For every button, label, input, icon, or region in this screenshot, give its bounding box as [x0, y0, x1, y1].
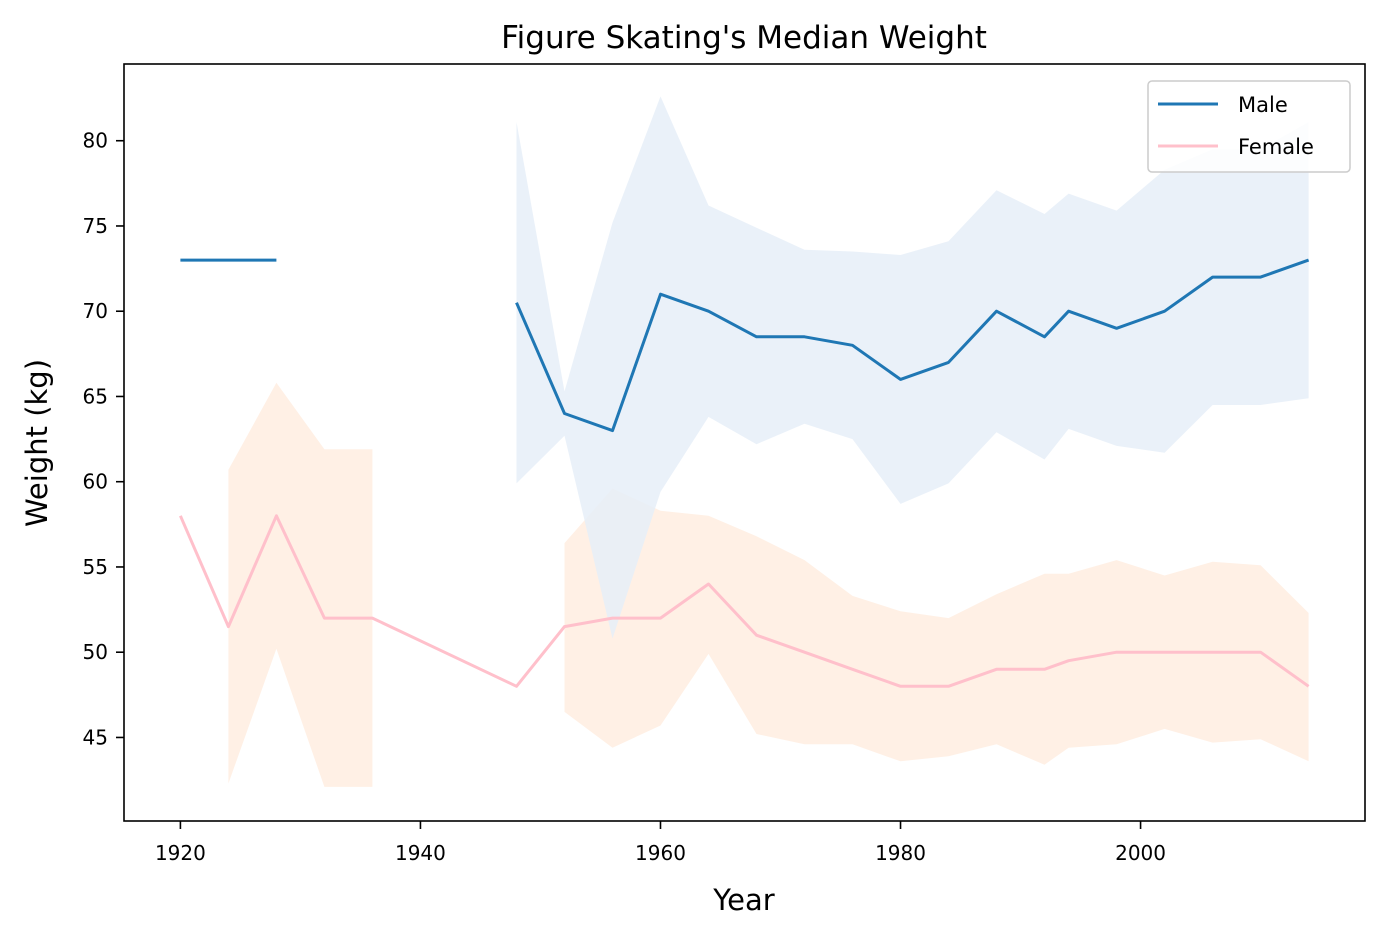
x-tick-label: 1980 — [875, 841, 926, 865]
x-tick-label: 1920 — [155, 841, 206, 865]
y-tick-label: 65 — [83, 384, 108, 408]
series-lines — [179, 258, 1310, 688]
y-tick-label: 70 — [83, 299, 108, 323]
male-line-segment-2 — [515, 258, 1310, 433]
x-tick-label: 1940 — [395, 841, 446, 865]
x-axis-label: Year — [712, 883, 774, 917]
legend-label-female: Female — [1238, 135, 1314, 159]
legend: Male Female — [1147, 80, 1351, 173]
plot-frame — [123, 63, 1366, 822]
female-band-1 — [228, 382, 373, 787]
y-tick-label: 50 — [83, 640, 108, 664]
y-axis-label: Weight (kg) — [20, 359, 54, 527]
legend-label-male: Male — [1238, 93, 1288, 117]
x-tick-label: 2000 — [1115, 841, 1166, 865]
y-tick-label: 75 — [83, 214, 108, 238]
y-tick-label: 55 — [83, 555, 108, 579]
x-axis-ticks: 1920 1940 1960 1980 2000 — [155, 821, 1166, 865]
y-axis-ticks: 45 50 55 60 65 70 75 80 — [83, 129, 124, 749]
male-band — [516, 96, 1309, 639]
chart-title: Figure Skating's Median Weight — [501, 20, 987, 56]
female-line-segment-1 — [179, 514, 1310, 688]
y-tick-label: 45 — [83, 725, 108, 749]
y-tick-label: 60 — [83, 470, 108, 494]
female-band-2 — [564, 488, 1309, 765]
confidence-bands — [228, 96, 1309, 787]
x-tick-label: 1960 — [635, 841, 686, 865]
y-tick-label: 80 — [83, 129, 108, 153]
